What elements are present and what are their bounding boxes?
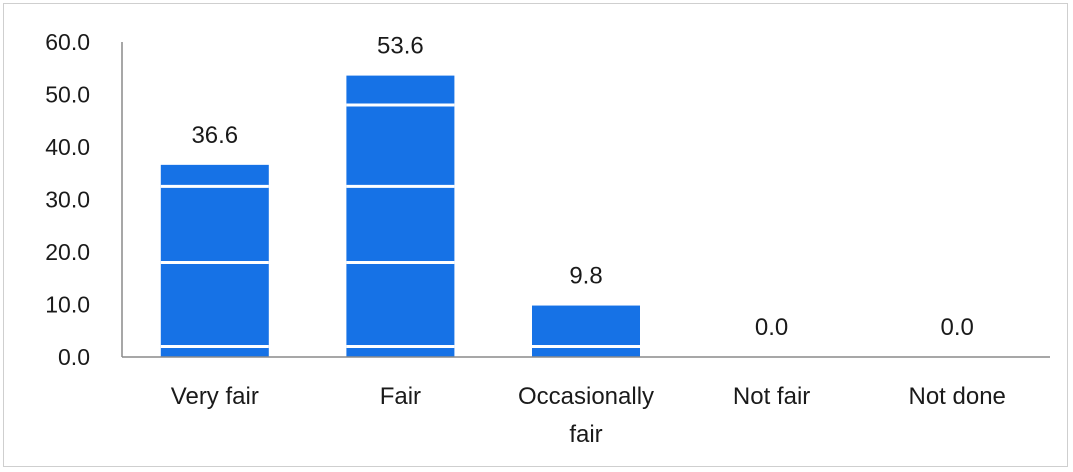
y-tick-label: 60.0 — [45, 29, 90, 55]
x-category-label: Occasionally — [518, 383, 654, 410]
y-tick-label: 10.0 — [45, 292, 90, 318]
bar-band — [346, 261, 455, 264]
x-axis-category-labels: Very fair Fair Occasionally fair Not fair Not… — [171, 383, 1006, 448]
bar-band — [160, 345, 269, 348]
y-axis-tick-labels: 0.0 10.0 20.0 30.0 40.0 50.0 60.0 — [45, 29, 90, 370]
x-category-label: fair — [569, 421, 602, 448]
data-label: 53.6 — [377, 33, 424, 60]
bar — [346, 75, 455, 357]
bar-band — [346, 184, 455, 188]
bar-band — [532, 345, 640, 348]
bar-band — [160, 261, 269, 264]
bar-band — [160, 184, 269, 188]
bar — [160, 164, 269, 357]
data-labels: 36.6 53.6 9.8 0.0 0.0 — [191, 33, 973, 341]
bar-band — [346, 345, 455, 348]
data-label: 0.0 — [941, 314, 974, 341]
x-category-label: Fair — [380, 383, 421, 410]
y-tick-label: 40.0 — [45, 134, 90, 160]
bar-band — [346, 103, 455, 107]
x-category-label: Not done — [908, 383, 1005, 410]
y-tick-label: 0.0 — [58, 344, 90, 370]
data-label: 0.0 — [755, 314, 788, 341]
data-label: 36.6 — [191, 122, 238, 149]
bars — [160, 75, 640, 357]
bar — [532, 305, 640, 357]
y-tick-label: 30.0 — [45, 187, 90, 213]
y-tick-label: 50.0 — [45, 82, 90, 108]
y-tick-label: 20.0 — [45, 239, 90, 265]
data-label: 9.8 — [569, 263, 602, 290]
x-category-label: Not fair — [733, 383, 810, 410]
x-category-label: Very fair — [171, 383, 259, 410]
